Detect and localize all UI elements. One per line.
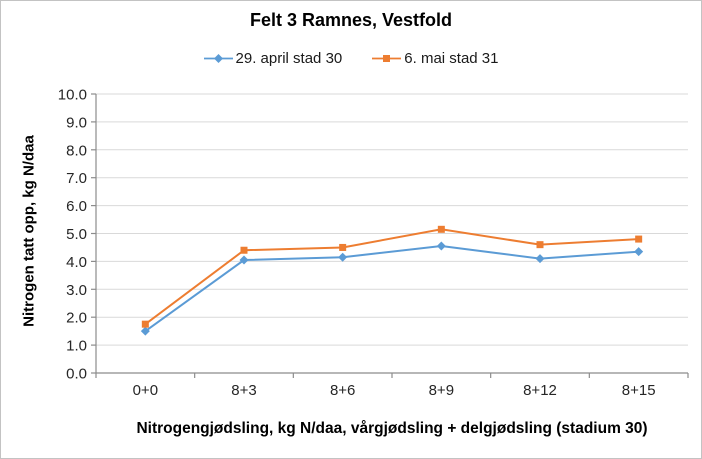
series-line-0 <box>144 245 639 332</box>
x-tick-label: 0+0 <box>133 382 158 399</box>
data-point <box>536 241 544 249</box>
data-point <box>437 225 445 233</box>
x-tick-label: 8+6 <box>330 382 355 399</box>
data-point <box>239 255 249 265</box>
y-tick-label: 2.0 <box>66 310 87 327</box>
x-tick-label: 8+9 <box>429 382 454 399</box>
legend: 29. april stad 30 6. mai stad 31 <box>1 47 701 69</box>
data-point <box>635 235 643 243</box>
x-tick-label: 8+3 <box>231 382 256 399</box>
legend-label: 29. april stad 30 <box>235 49 343 67</box>
legend-marker <box>213 53 223 63</box>
y-tick-label: 3.0 <box>66 282 87 299</box>
diamond-legend-marker-icon <box>203 53 233 63</box>
data-point <box>338 252 348 262</box>
data-point <box>436 241 446 251</box>
y-tick-label: 1.0 <box>66 338 87 355</box>
y-axis-title: Nitrogen tatt opp, kg N/daa <box>20 135 38 327</box>
legend-marker <box>383 54 391 62</box>
data-point <box>141 320 149 328</box>
y-tick-label: 4.0 <box>66 254 87 271</box>
x-axis-title: Nitrogengjødsling, kg N/daa, vårgjødslin… <box>136 420 648 437</box>
series-line-1 <box>144 228 639 325</box>
x-tick-label: 8+12 <box>523 382 557 399</box>
y-tick-label: 5.0 <box>66 226 87 243</box>
data-point <box>140 326 150 336</box>
data-point <box>634 247 644 257</box>
chart-title: Felt 3 Ramnes, Vestfold <box>249 10 453 30</box>
x-tick-label: 8+15 <box>622 382 656 399</box>
legend-label: 6. mai stad 31 <box>404 49 499 67</box>
data-point <box>339 243 347 251</box>
y-tick-label: 7.0 <box>66 170 87 187</box>
y-tick-label: 9.0 <box>66 114 87 131</box>
data-point <box>240 246 248 254</box>
square-legend-marker-icon <box>372 54 402 62</box>
y-tick-label: 8.0 <box>66 142 87 159</box>
y-tick-label: 10.0 <box>58 87 87 104</box>
y-tick-label: 0.0 <box>66 366 87 383</box>
legend-item-0: 29. april stad 30 <box>203 49 343 67</box>
legend-item-1: 6. mai stad 31 <box>372 50 498 67</box>
y-tick-label: 6.0 <box>66 198 87 215</box>
